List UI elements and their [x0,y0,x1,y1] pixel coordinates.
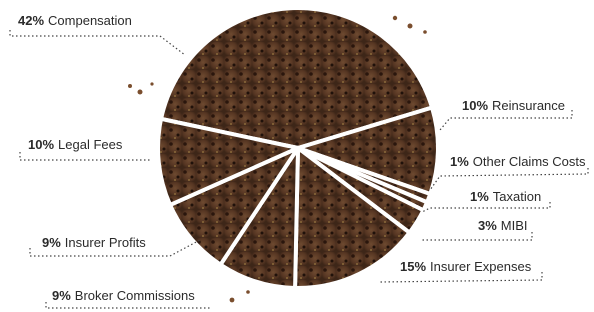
category-label: Broker Commissions [75,288,195,303]
category-label: Compensation [48,13,132,28]
category-label: Legal Fees [58,137,123,152]
value-label: 10% [28,137,54,152]
category-label: Taxation [493,189,541,204]
value-label: 42% [18,13,44,28]
category-label: Insurer Profits [65,235,146,250]
category-label: Other Claims Costs [473,154,586,169]
leader-line [20,152,150,160]
category-label: Reinsurance [492,98,565,113]
slice-label: 3% MIBI [478,218,528,233]
value-label: 9% [42,235,61,250]
slice-label: 10% Reinsurance [462,98,565,113]
leader-line [10,30,185,55]
slice-label: 1% Taxation [470,189,541,204]
value-label: 1% [450,154,469,169]
slice-label: 1% Other Claims Costs [450,154,586,169]
slice-label: 15% Insurer Expenses [400,259,532,274]
pie [158,8,438,288]
slice-label: 10% Legal Fees [28,137,123,152]
value-label: 15% [400,259,426,274]
slice-label: 42% Compensation [18,13,132,28]
value-label: 9% [52,288,71,303]
category-label: MIBI [501,218,528,233]
category-label: Insurer Expenses [430,259,532,274]
value-label: 1% [470,189,489,204]
slice-label: 9% Broker Commissions [52,288,195,303]
chart: 42% Compensation 10% Reinsurance 1% Other Cla… [0,0,594,312]
slice-label: 9% Insurer Profits [42,235,146,250]
value-label: 3% [478,218,497,233]
value-label: 10% [462,98,488,113]
leader-line [430,168,588,190]
